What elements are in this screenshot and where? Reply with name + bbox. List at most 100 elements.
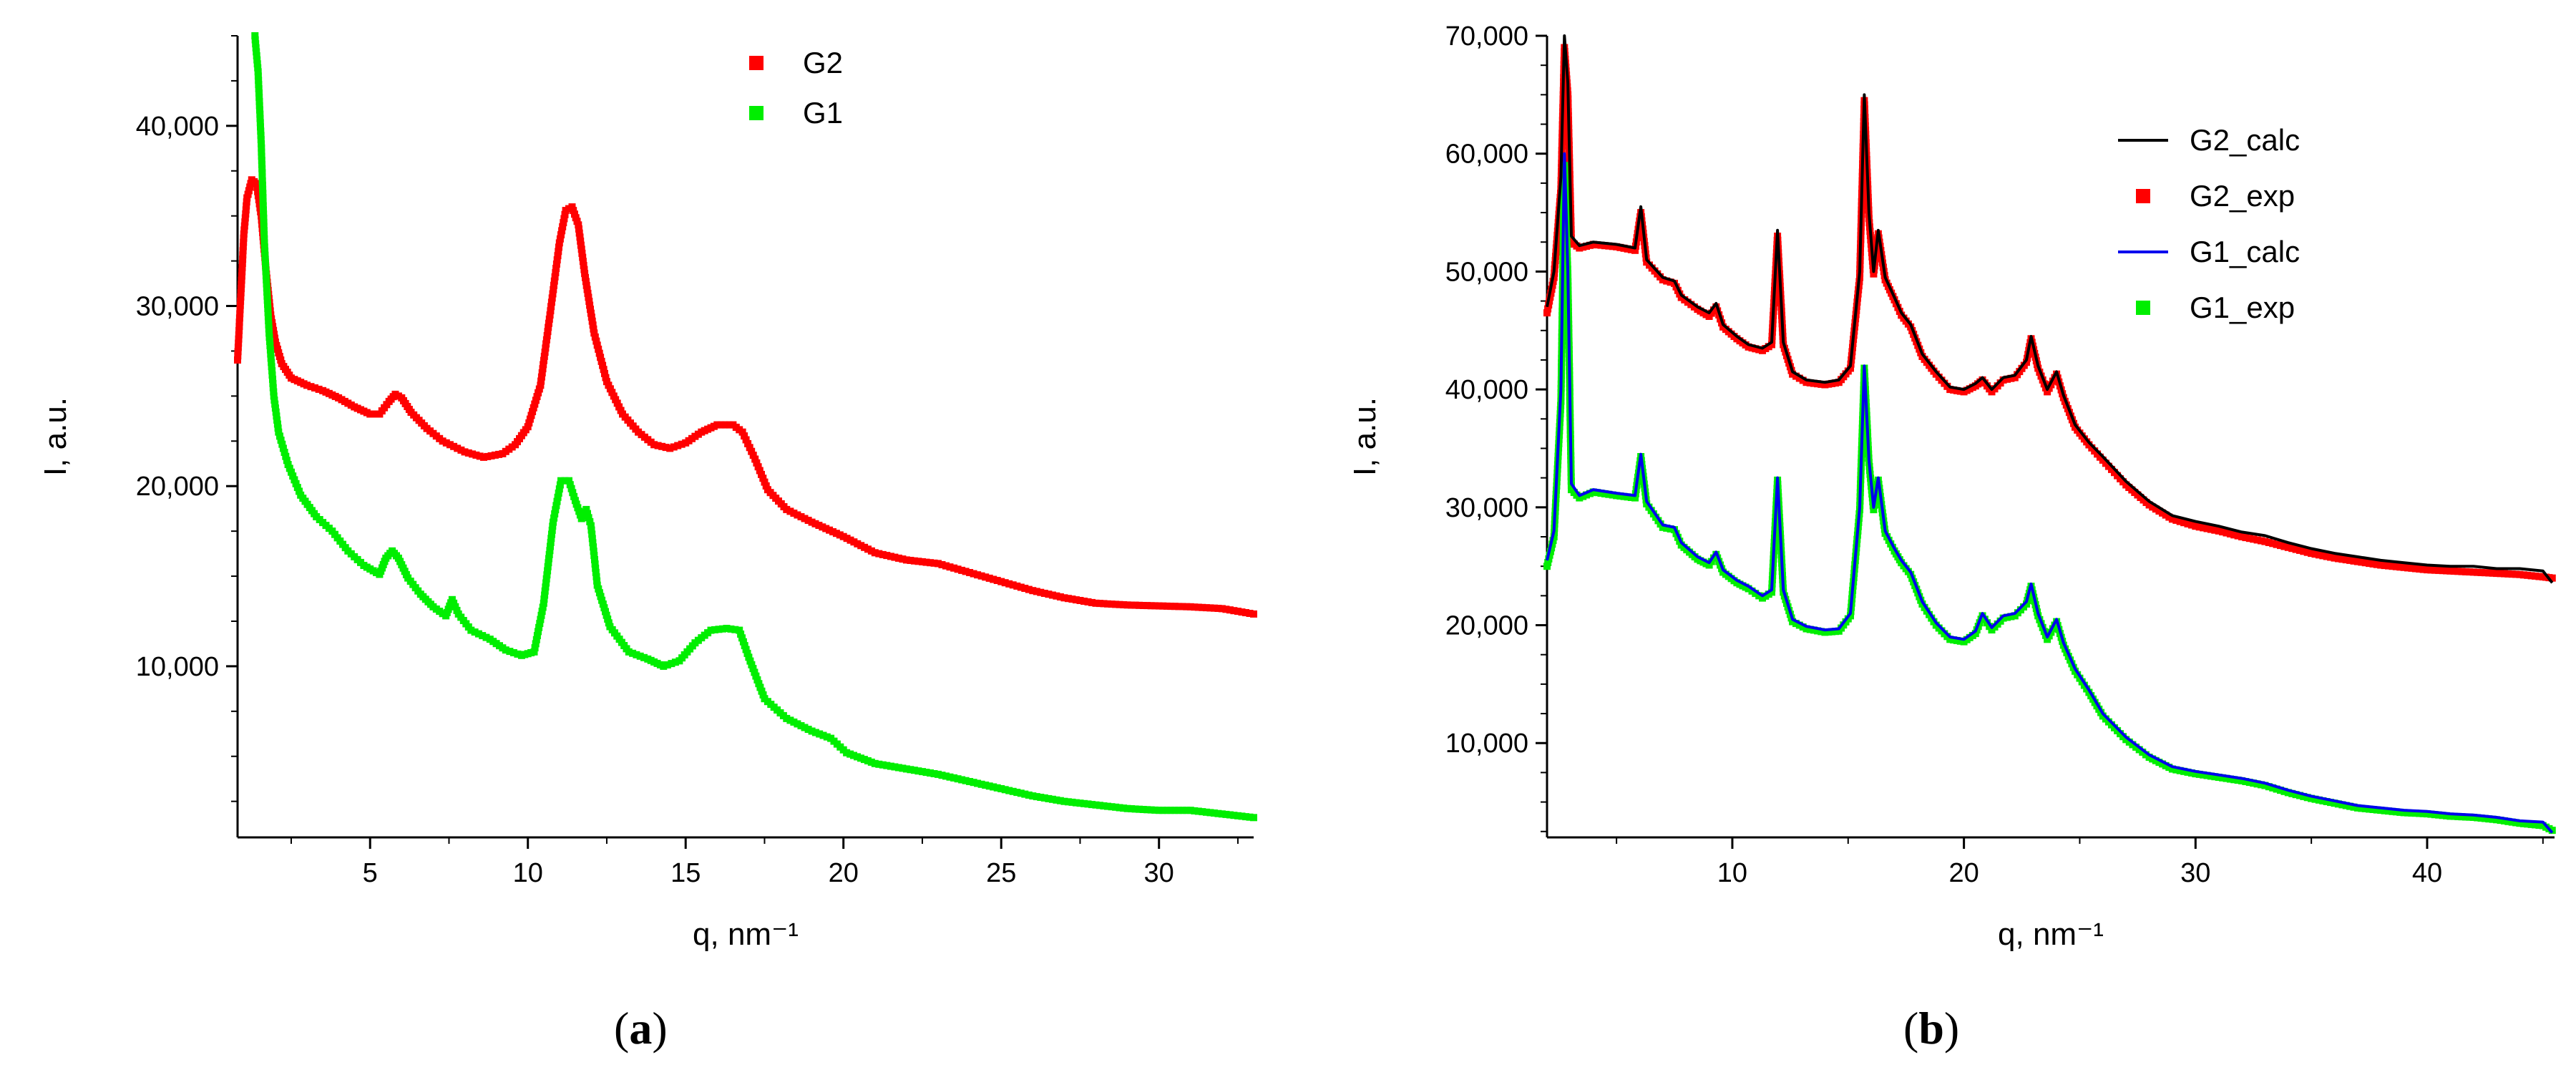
chart-a-point (587, 309, 595, 317)
chart-b-point (2548, 827, 2556, 835)
chart-a-point (479, 632, 487, 640)
chart-a-point (887, 553, 894, 560)
chart-a-point (1088, 801, 1096, 809)
chart-a-point (254, 68, 262, 76)
chart-a-point (236, 306, 244, 313)
chart-a-point (535, 623, 543, 631)
chart-b-point (2361, 559, 2369, 567)
chart-a-point (759, 691, 767, 699)
chart-a-point (256, 115, 264, 122)
chart-b-point (2319, 552, 2327, 560)
chart-a-point (1116, 804, 1123, 812)
chart-a-point (1064, 595, 1072, 603)
chart-a-point (1171, 603, 1179, 611)
chart-b-point (2450, 568, 2458, 575)
chart-a-point (552, 261, 560, 268)
chart-a-point (1191, 807, 1199, 814)
chart-a-point (1001, 786, 1009, 794)
chart-b-y-tick-label: 50,000 (1445, 257, 1528, 287)
chart-b-point (1543, 309, 1551, 317)
chart-b-point (2242, 534, 2250, 542)
chart-b-point (2226, 775, 2234, 783)
chart-b-point (2308, 794, 2316, 802)
chart-a-point (907, 766, 914, 774)
chart-a-point (580, 266, 588, 273)
chart-b-point (2408, 564, 2416, 572)
chart-a-point (990, 575, 997, 583)
chart-a-point (592, 564, 600, 572)
chart-a-point (894, 554, 902, 562)
chart-b-point (2493, 816, 2501, 824)
chart-a-point (985, 782, 993, 790)
chart-b-point (2508, 570, 2516, 578)
chart-b-point (2424, 810, 2431, 818)
chart-a-point (1037, 794, 1045, 801)
chart-a-point (266, 338, 273, 345)
chart-a-point (461, 448, 469, 456)
chart-a-point (266, 346, 274, 354)
chart-a-point (894, 764, 902, 772)
chart-a-point (240, 226, 248, 234)
chart-b-legend: G2_calc G2_exp G1_calc G1_exp (2118, 123, 2300, 324)
chart-a-point (255, 77, 263, 84)
chart-a-point (590, 552, 598, 560)
chart-b-point (2230, 776, 2238, 784)
chart-a-point (242, 206, 250, 214)
chart-a-point (255, 93, 263, 101)
chart-a-point (990, 783, 997, 791)
chart-a-point (946, 563, 954, 571)
chart-a-point (1186, 807, 1194, 814)
chart-b-point (1589, 488, 1597, 496)
chart-a-point (587, 522, 595, 530)
chart-a-point (235, 339, 243, 347)
chart-a-point (560, 219, 567, 227)
chart-a-point (636, 652, 644, 660)
chart-a-point (1155, 602, 1163, 610)
chart-a-point (1080, 799, 1088, 807)
chart-b-point (2253, 780, 2261, 788)
chart-a-point (1214, 605, 1222, 612)
chart-a-point (540, 356, 547, 364)
chart-b-point (2242, 778, 2250, 785)
chart-a-point (935, 770, 942, 778)
chart-b-point (2385, 562, 2392, 570)
chart-a-point (950, 774, 958, 782)
chart-a-point (265, 329, 273, 337)
chart-a-point (1131, 805, 1139, 813)
chart-a-point (253, 180, 260, 188)
chart-b-series-g1-exp (1543, 162, 2556, 835)
chart-a-point (1136, 601, 1143, 609)
chart-a-point (268, 363, 275, 371)
chart-b-point (2381, 562, 2389, 570)
chart-a-point (535, 385, 543, 393)
chart-a-point (514, 650, 522, 658)
chart-a-point (970, 570, 977, 578)
chart-a-point (592, 568, 600, 576)
chart-a-x-tick-label: 30 (1144, 858, 1174, 888)
chart-a-point (269, 384, 277, 391)
panel-label-b-open: ( (1903, 1003, 1919, 1054)
chart-a-point (1108, 600, 1116, 608)
chart-b-point (1601, 242, 1609, 250)
chart-a-point (570, 207, 577, 215)
chart-b-point (2319, 797, 2327, 804)
chart-b-point (2207, 525, 2215, 533)
chart-a-point (1009, 581, 1017, 589)
chart-a-point (587, 526, 595, 534)
chart-a-point (591, 556, 598, 563)
chart-a-point (879, 550, 887, 558)
chart-a-point (271, 334, 278, 342)
chart-a-point (234, 344, 242, 351)
chart-a-point (545, 319, 552, 327)
chart-a-x-axis-title: q, nm⁻¹ (693, 917, 799, 952)
chart-a-point (1143, 602, 1151, 610)
chart-a-point (556, 235, 564, 243)
chart-b-point (1768, 588, 1775, 596)
chart-b-point (2489, 815, 2497, 823)
chart-a-point (759, 475, 767, 482)
chart-a-point (236, 301, 244, 309)
chart-a-point (273, 420, 281, 428)
chart-a-point (540, 599, 547, 607)
chart-b-point (2187, 769, 2195, 777)
chart-a-point (260, 235, 268, 243)
